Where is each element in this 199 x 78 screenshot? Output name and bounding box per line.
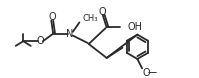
Text: O: O xyxy=(48,12,56,22)
Text: O: O xyxy=(98,7,106,17)
Text: O: O xyxy=(142,68,150,78)
Text: N: N xyxy=(66,29,74,39)
Text: CH₃: CH₃ xyxy=(82,14,98,23)
Text: OH: OH xyxy=(127,22,142,32)
Text: O: O xyxy=(36,36,44,46)
